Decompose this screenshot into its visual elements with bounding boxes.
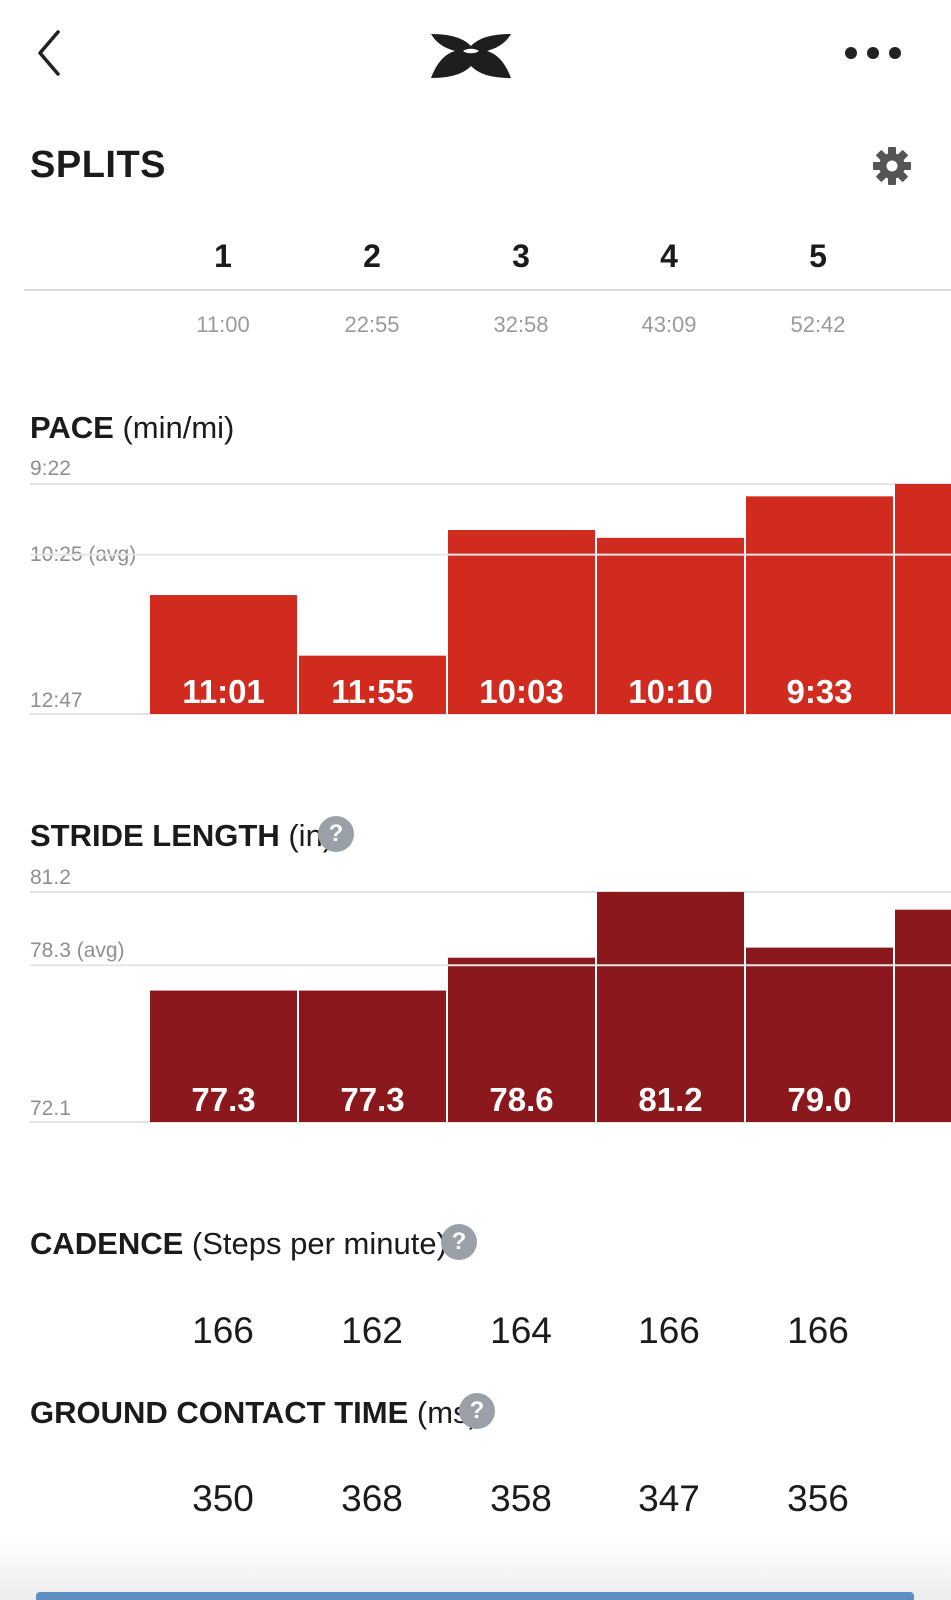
stride-title: STRIDE LENGTH xyxy=(30,818,280,853)
cadence-help-icon[interactable]: ? xyxy=(441,1224,477,1260)
pace-bar-label: 10:03 xyxy=(479,673,563,710)
stride-bar xyxy=(597,892,744,1122)
cadence-title: CADENCE xyxy=(30,1226,184,1261)
gct-help-icon[interactable]: ? xyxy=(459,1393,495,1429)
cadence-value: 166 xyxy=(192,1310,254,1351)
under-armour-logo xyxy=(425,30,517,84)
stride-bar-label: 81.2 xyxy=(638,1081,702,1118)
split-number[interactable]: 2 xyxy=(363,238,381,274)
stride-bar-label: 78.6 xyxy=(489,1081,553,1118)
gct-value: 358 xyxy=(490,1478,552,1519)
cadence-unit: (Steps per minute) xyxy=(191,1226,447,1261)
pace-bar xyxy=(597,537,744,714)
split-time: 43:09 xyxy=(641,312,697,337)
split-number[interactable]: 1 xyxy=(214,238,232,274)
pace-bar xyxy=(448,530,595,714)
pace-bar xyxy=(746,496,893,714)
stride-heading: STRIDE LENGTH (in) xyxy=(30,818,333,854)
stride-help-icon[interactable]: ? xyxy=(318,816,354,852)
split-time: 32:58 xyxy=(493,312,549,337)
stride-bar xyxy=(299,990,446,1122)
stride-bar xyxy=(150,990,297,1122)
gct-value: 368 xyxy=(341,1478,403,1519)
gear-icon xyxy=(873,147,911,185)
split-number[interactable]: 5 xyxy=(809,238,827,274)
pace-axis-max: 9:22 xyxy=(30,457,71,480)
chevron-left-icon xyxy=(38,30,60,76)
split-number[interactable]: 4 xyxy=(660,238,678,274)
stride-axis-max: 81.2 xyxy=(30,866,71,889)
stride-chart: 77.3 77.3 78.6 81.2 79.0 xyxy=(30,891,951,1123)
pace-bar xyxy=(895,484,951,714)
pace-chart: 11:01 11:55 10:03 10:10 9:33 xyxy=(30,483,951,715)
cadence-heading: CADENCE (Steps per minute) xyxy=(30,1226,447,1262)
stride-bar-label: 77.3 xyxy=(191,1081,255,1118)
split-time: 11:00 xyxy=(196,312,250,337)
splits-divider xyxy=(24,289,951,291)
gct-title: GROUND CONTACT TIME xyxy=(30,1395,409,1430)
split-time: 22:55 xyxy=(344,312,400,337)
cadence-value: 164 xyxy=(490,1310,552,1351)
pace-title: PACE xyxy=(30,410,114,445)
split-time: 52:42 xyxy=(790,312,846,337)
pace-bar-label: 10:10 xyxy=(628,673,712,710)
stride-axis-avg: 78.3 (avg) xyxy=(30,939,125,962)
pace-bar-label: 9:33 xyxy=(786,673,852,710)
cadence-value: 162 xyxy=(341,1310,403,1351)
bottom-fade xyxy=(0,1540,951,1600)
pace-unit: (min/mi) xyxy=(122,410,235,445)
stride-bar-label: 79.0 xyxy=(787,1081,851,1118)
settings-button[interactable] xyxy=(870,144,914,188)
stride-axis-min: 72.1 xyxy=(30,1097,71,1120)
gct-value: 350 xyxy=(192,1478,254,1519)
pace-bar-label: 11:55 xyxy=(331,673,414,710)
splits-title: SPLITS xyxy=(30,144,167,186)
pace-bar xyxy=(150,595,297,714)
stride-bar xyxy=(895,909,951,1122)
gct-value: 347 xyxy=(638,1478,700,1519)
gct-heading: GROUND CONTACT TIME (ms) xyxy=(30,1395,479,1431)
pace-axis-min: 12:47 xyxy=(30,689,83,712)
stride-bar xyxy=(746,947,893,1122)
pace-bar xyxy=(299,655,446,714)
stride-bar-label: 77.3 xyxy=(340,1081,404,1118)
bottom-action-bar[interactable] xyxy=(36,1592,914,1600)
pace-bar-label: 11:01 xyxy=(182,673,265,710)
gct-value: 356 xyxy=(787,1478,849,1519)
more-options-button[interactable] xyxy=(838,38,908,68)
split-number[interactable]: 3 xyxy=(512,238,530,274)
stride-bar xyxy=(448,957,595,1122)
cadence-value: 166 xyxy=(638,1310,700,1351)
back-button[interactable] xyxy=(28,26,72,82)
pace-heading: PACE (min/mi) xyxy=(30,410,234,446)
more-dots-icon xyxy=(845,47,901,59)
cadence-value: 166 xyxy=(787,1310,849,1351)
